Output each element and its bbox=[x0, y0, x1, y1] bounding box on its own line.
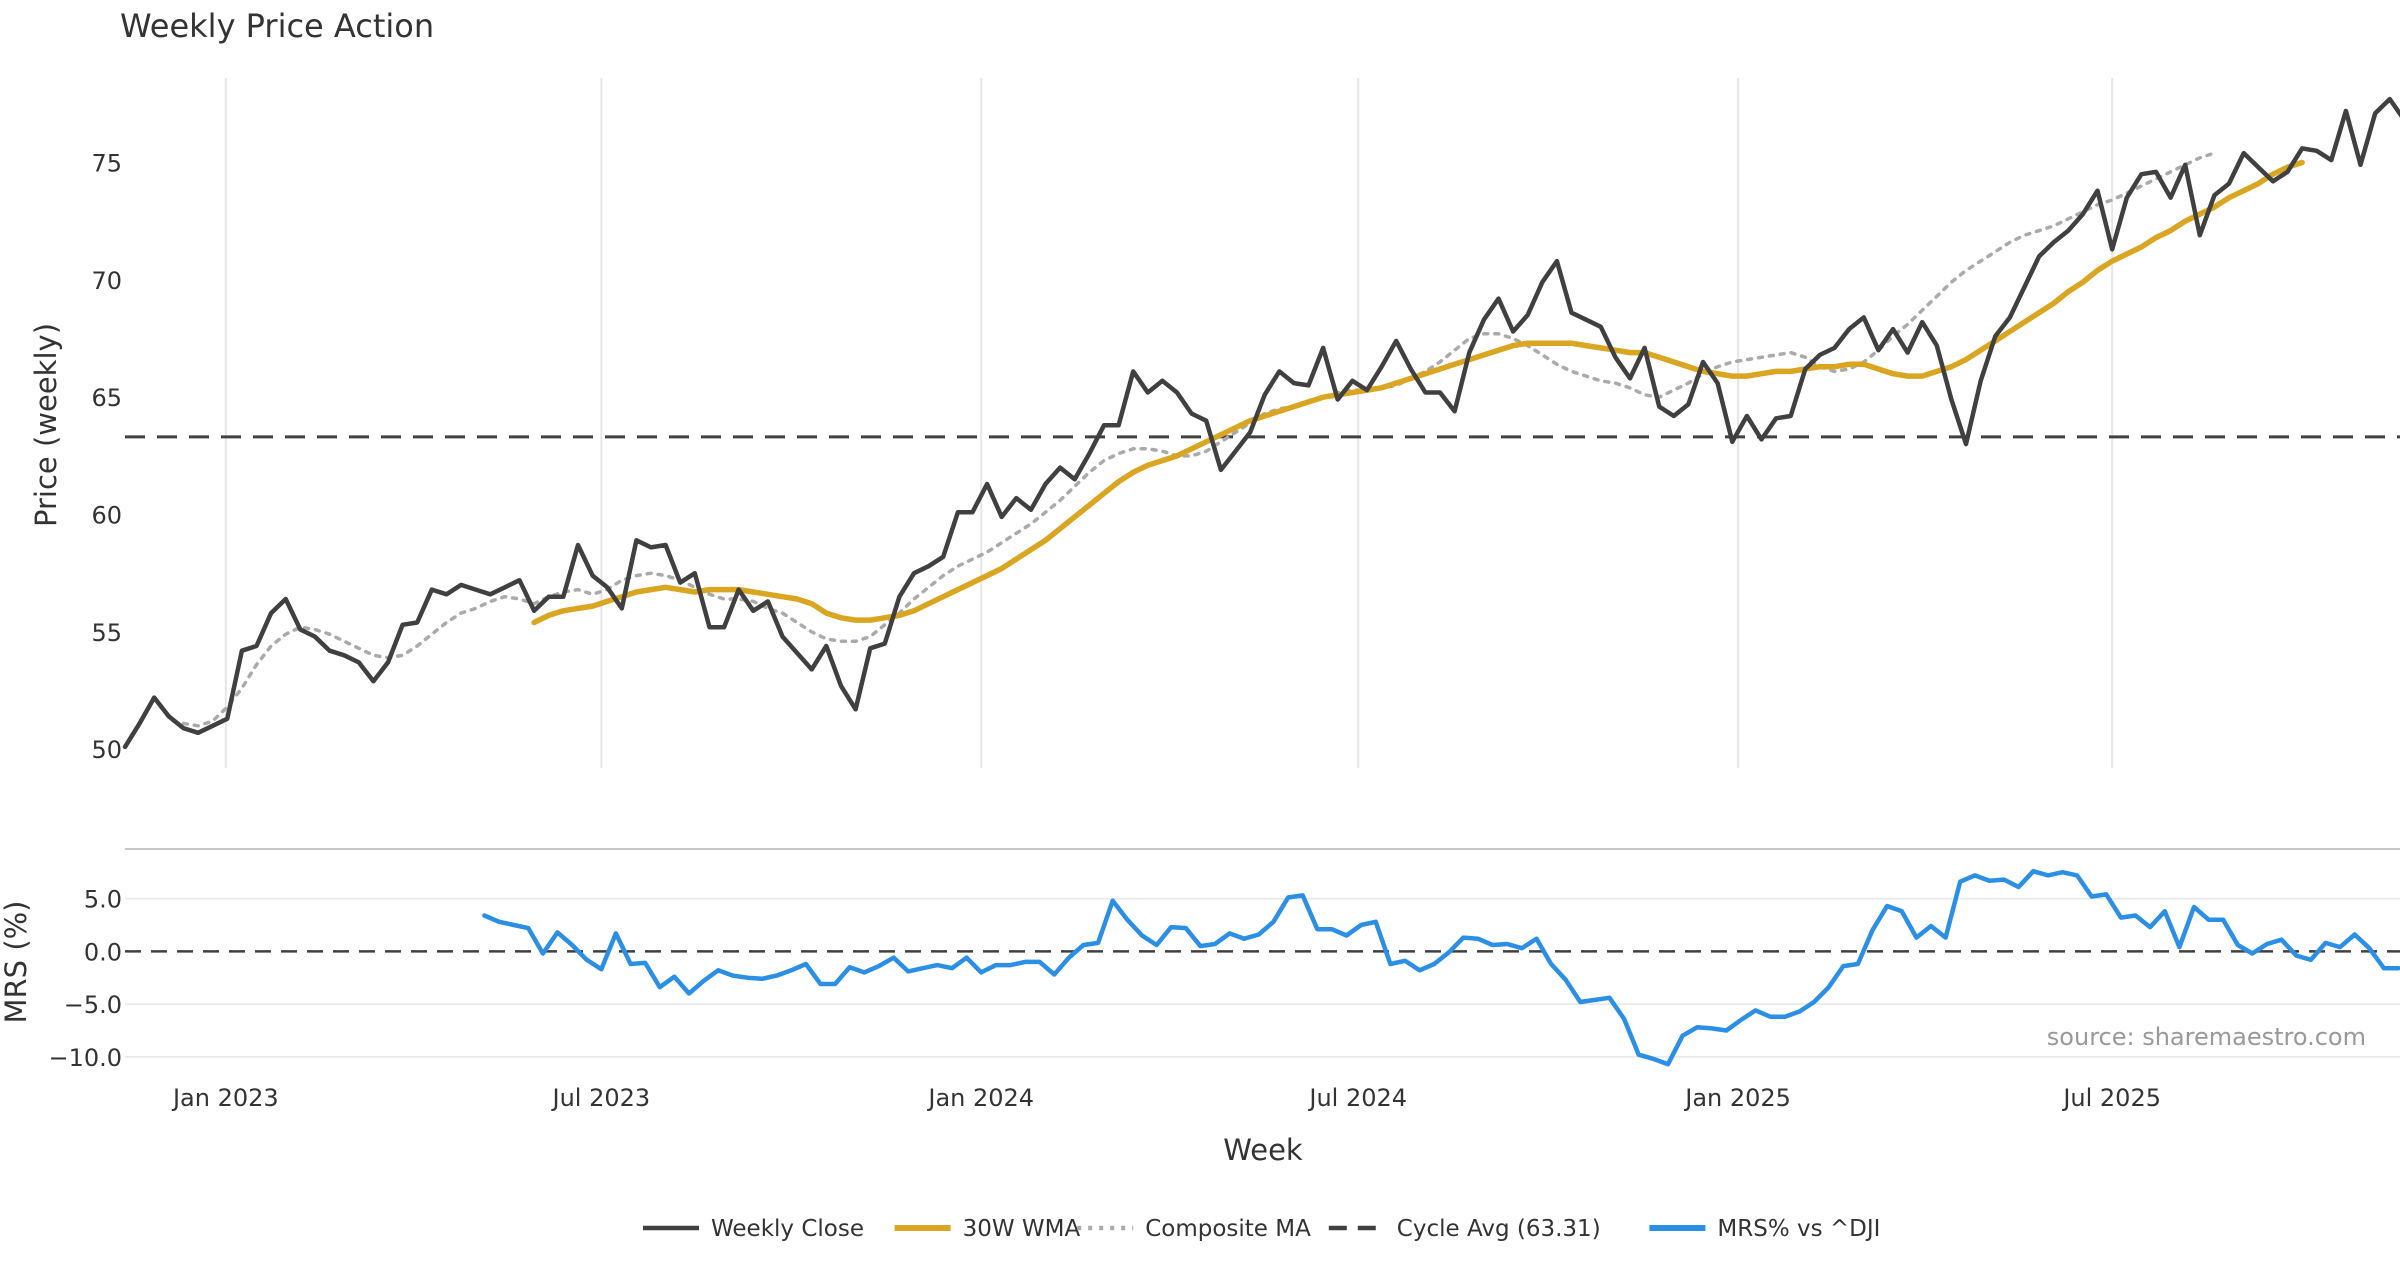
mrs-y-tick-label: 0.0 bbox=[84, 938, 122, 966]
price-y-tick-label: 65 bbox=[91, 384, 122, 412]
legend-label-cycle: Cycle Avg (63.31) bbox=[1397, 1216, 1601, 1242]
composite-ma-line bbox=[181, 151, 2217, 728]
axes-layer: Weekly Price Action Price (weekly) MRS (… bbox=[0, 7, 2366, 1167]
price-y-tick-label: 75 bbox=[91, 149, 122, 177]
legend-label-mrs: MRS% vs ^DJI bbox=[1717, 1216, 1880, 1242]
x-axis-label: Week bbox=[1223, 1133, 1303, 1167]
legend-label-composite: Composite MA bbox=[1145, 1216, 1311, 1242]
mrs-y-axis-label: MRS (%) bbox=[0, 901, 33, 1024]
weekly-close-line bbox=[122, 96, 2400, 750]
series-layer bbox=[122, 96, 2400, 1067]
x-tick-label: Jan 2024 bbox=[926, 1084, 1034, 1112]
x-tick-label: Jan 2023 bbox=[171, 1084, 279, 1112]
price-y-axis-label: Price (weekly) bbox=[29, 323, 63, 527]
mrs-line bbox=[482, 868, 2400, 1067]
legend-label-close: Weekly Close bbox=[711, 1216, 864, 1242]
price-y-tick-label: 60 bbox=[91, 502, 122, 530]
source-annotation: source: sharemaestro.com bbox=[2047, 1023, 2366, 1051]
price-y-tick-label: 55 bbox=[91, 619, 122, 647]
x-tick-label: Jan 2025 bbox=[1683, 1084, 1791, 1112]
mrs-y-tick-label: −5.0 bbox=[64, 991, 122, 1019]
chart-title: Weekly Price Action bbox=[120, 7, 434, 45]
mrs-y-tick-label: 5.0 bbox=[84, 886, 122, 914]
x-tick-label: Jul 2025 bbox=[2061, 1084, 2161, 1112]
x-tick-label: Jul 2024 bbox=[1307, 1084, 1407, 1112]
price-y-tick-label: 50 bbox=[91, 736, 122, 764]
wma-30w-line bbox=[531, 159, 2305, 626]
grid-layer bbox=[125, 78, 2400, 1058]
x-tick-label: Jul 2023 bbox=[550, 1084, 650, 1112]
legend-label-wma: 30W WMA bbox=[963, 1216, 1081, 1242]
legend: Weekly Close 30W WMA Composite MA Cycle Avg… bbox=[643, 1216, 1880, 1242]
mrs-y-tick-label: −10.0 bbox=[48, 1044, 122, 1072]
price-y-tick-label: 70 bbox=[91, 267, 122, 295]
